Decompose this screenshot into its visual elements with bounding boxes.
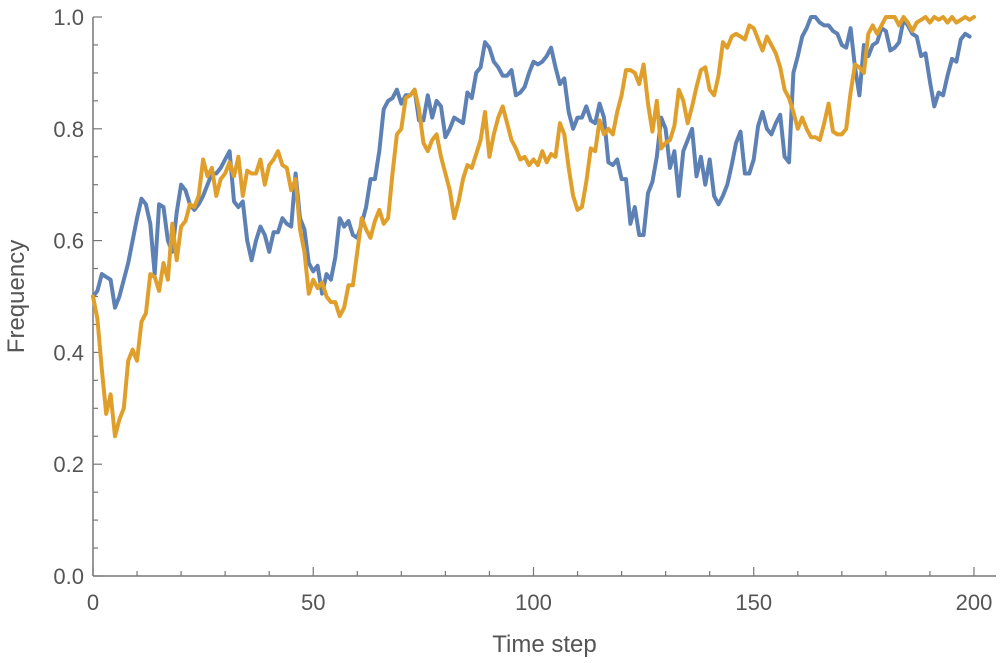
x-tick-label: 0 — [87, 590, 99, 615]
x-tick-label: 200 — [956, 590, 993, 615]
x-tick-label: 100 — [515, 590, 552, 615]
y-minor-ticks — [93, 44, 98, 549]
y-tick-label: 0.8 — [53, 117, 84, 142]
y-tick-label: 0.4 — [53, 340, 84, 365]
y-tick-label: 0.6 — [53, 229, 84, 254]
y-axis-ticks: 0.0 0.2 0.4 0.6 0.8 1.0 — [53, 5, 102, 589]
x-axis-ticks: 0 50 100 150 200 — [87, 567, 992, 615]
y-tick-label: 0.2 — [53, 452, 84, 477]
y-tick-label: 0.0 — [53, 564, 84, 589]
x-minor-ticks — [136, 571, 931, 576]
series-line-1 — [91, 15, 972, 310]
series-layer — [91, 15, 976, 439]
series-line-2 — [91, 15, 976, 439]
x-tick-label: 150 — [735, 590, 772, 615]
y-tick-label: 1.0 — [53, 5, 84, 30]
x-axis-title: Time step — [492, 631, 596, 658]
x-tick-label: 50 — [301, 590, 325, 615]
y-axis-title: Frequency — [3, 240, 30, 353]
